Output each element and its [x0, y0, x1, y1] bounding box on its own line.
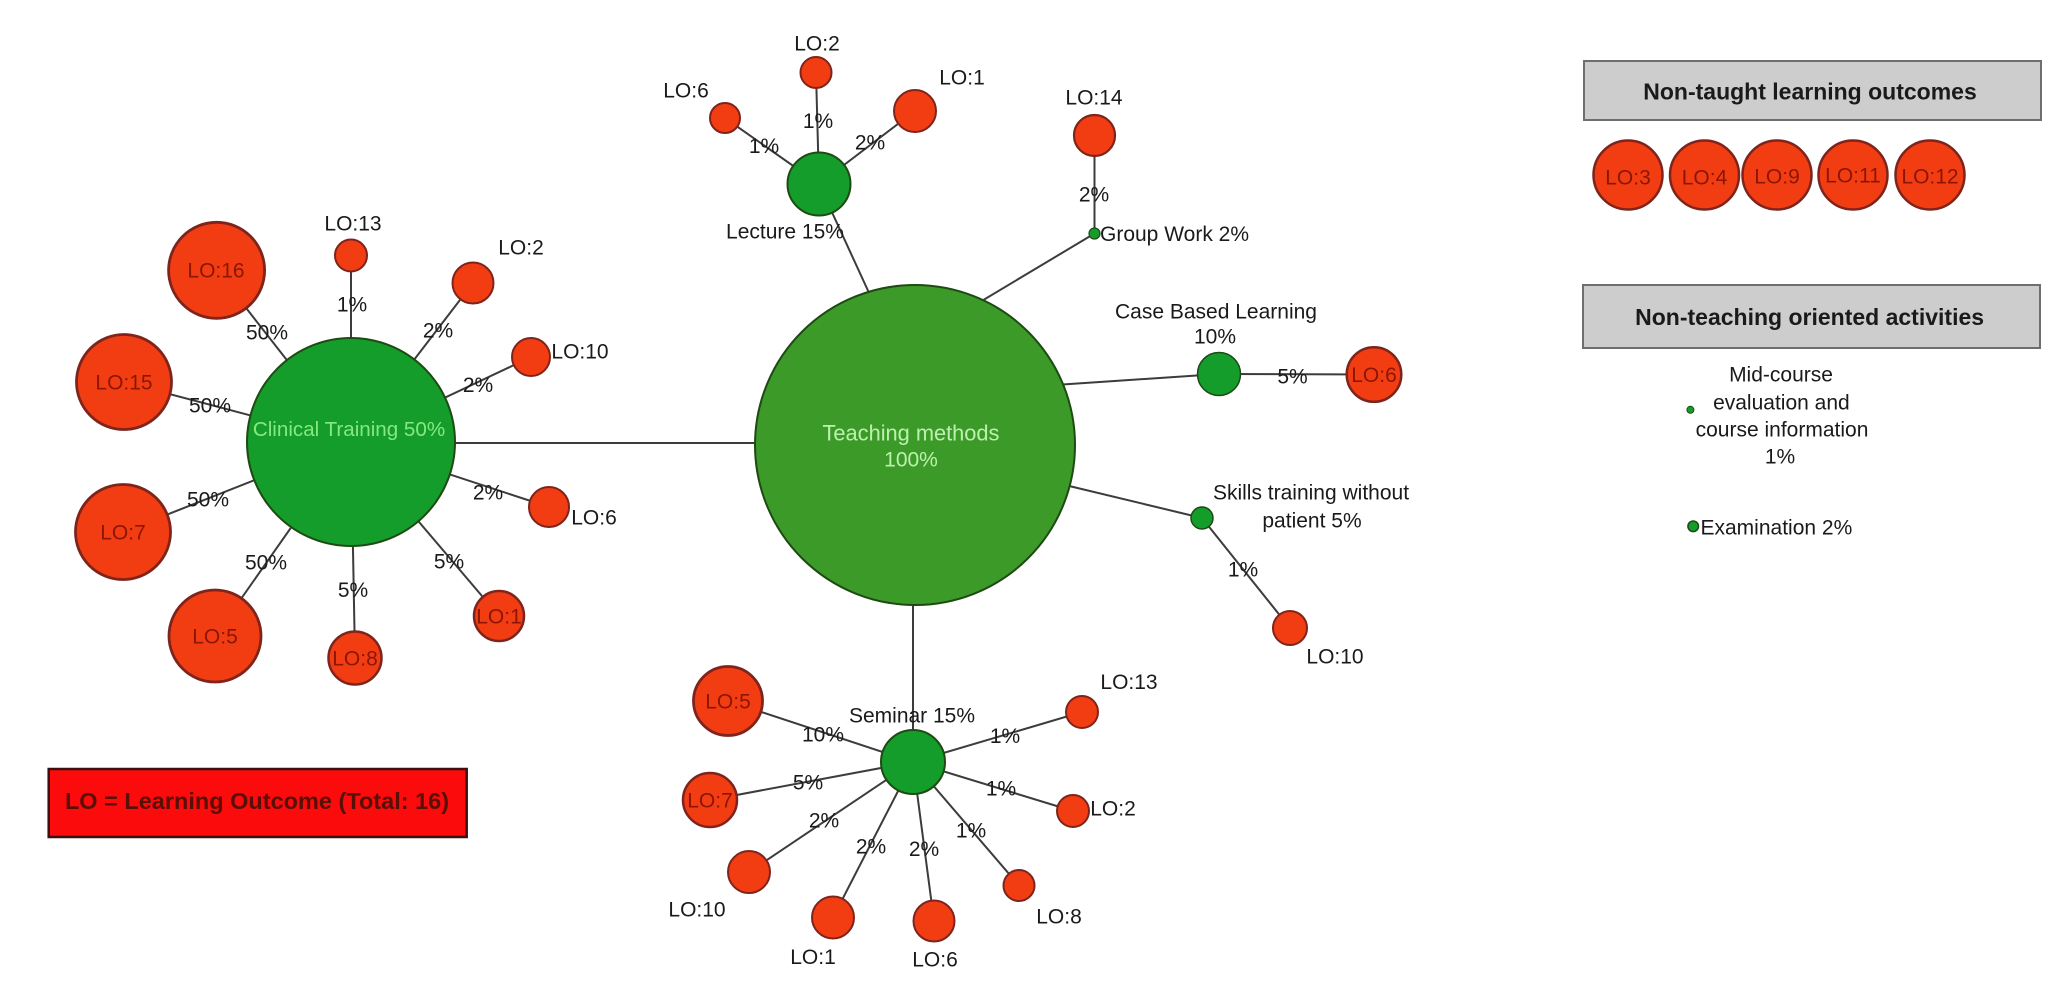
- svg-text:1%: 1%: [803, 110, 833, 133]
- svg-text:1%: 1%: [1228, 559, 1258, 582]
- svg-text:Clinical Training 50%: Clinical Training 50%: [253, 418, 445, 441]
- svg-text:LO:6: LO:6: [571, 507, 617, 530]
- svg-text:50%: 50%: [189, 395, 231, 418]
- svg-text:LO:2: LO:2: [1090, 798, 1136, 821]
- svg-text:10%: 10%: [802, 724, 844, 747]
- svg-text:Non-teaching oriented activiti: Non-teaching oriented activities: [1635, 304, 1984, 330]
- svg-text:LO:5: LO:5: [705, 691, 751, 714]
- svg-text:1%: 1%: [337, 294, 367, 317]
- svg-text:Examination 2%: Examination 2%: [1701, 517, 1853, 540]
- svg-text:LO:7: LO:7: [687, 790, 733, 813]
- svg-text:50%: 50%: [246, 322, 288, 345]
- svg-text:LO:5: LO:5: [192, 626, 238, 649]
- svg-text:LO:6: LO:6: [1351, 364, 1397, 387]
- svg-text:LO:8: LO:8: [332, 648, 378, 671]
- svg-text:1%: 1%: [749, 135, 779, 158]
- svg-text:LO:1: LO:1: [476, 606, 522, 629]
- svg-text:5%: 5%: [1277, 366, 1307, 389]
- svg-text:LO:13: LO:13: [1100, 671, 1157, 694]
- svg-text:2%: 2%: [856, 836, 886, 859]
- svg-text:2%: 2%: [423, 320, 453, 343]
- svg-text:1%: 1%: [956, 820, 986, 843]
- svg-text:2%: 2%: [855, 132, 885, 155]
- svg-text:LO:2: LO:2: [794, 33, 840, 56]
- svg-text:LO:6: LO:6: [663, 80, 709, 103]
- svg-text:LO:7: LO:7: [100, 522, 146, 545]
- svg-text:1%: 1%: [1765, 446, 1795, 469]
- svg-text:50%: 50%: [245, 552, 287, 575]
- svg-text:Skills training without: Skills training without: [1213, 482, 1409, 505]
- svg-text:LO:1: LO:1: [939, 67, 985, 90]
- svg-text:5%: 5%: [434, 551, 464, 574]
- svg-text:Non-taught learning outcomes: Non-taught learning outcomes: [1643, 78, 1977, 104]
- svg-text:Teaching methods: Teaching methods: [823, 421, 1000, 446]
- svg-text:LO:2: LO:2: [498, 237, 544, 260]
- svg-text:LO:10: LO:10: [551, 341, 608, 364]
- svg-text:LO:11: LO:11: [1825, 165, 1881, 188]
- svg-text:10%: 10%: [1194, 326, 1236, 349]
- svg-text:2%: 2%: [1079, 184, 1109, 207]
- svg-text:Group Work 2%: Group Work 2%: [1100, 223, 1249, 246]
- svg-text:Case Based Learning: Case Based Learning: [1115, 301, 1317, 324]
- svg-text:LO = Learning Outcome (Total:: LO = Learning Outcome (Total: 16): [65, 788, 449, 814]
- svg-text:2%: 2%: [809, 810, 839, 833]
- svg-text:LO:10: LO:10: [1306, 646, 1363, 669]
- svg-text:LO:3: LO:3: [1605, 167, 1651, 190]
- svg-text:1%: 1%: [990, 725, 1020, 748]
- svg-text:LO:15: LO:15: [95, 372, 152, 395]
- svg-text:2%: 2%: [909, 838, 939, 861]
- svg-text:LO:4: LO:4: [1682, 167, 1728, 190]
- svg-text:LO:9: LO:9: [1754, 166, 1800, 189]
- svg-text:1%: 1%: [986, 778, 1016, 801]
- svg-text:2%: 2%: [473, 482, 503, 505]
- svg-text:LO:14: LO:14: [1065, 87, 1123, 110]
- svg-text:Seminar 15%: Seminar 15%: [849, 705, 975, 728]
- svg-text:LO:12: LO:12: [1901, 166, 1958, 189]
- svg-text:2%: 2%: [463, 374, 493, 397]
- svg-text:5%: 5%: [338, 579, 368, 602]
- svg-text:LO:1: LO:1: [790, 946, 836, 969]
- svg-text:LO:16: LO:16: [187, 260, 244, 283]
- svg-text:LO:10: LO:10: [668, 899, 725, 922]
- svg-text:Lecture 15%: Lecture 15%: [726, 221, 844, 244]
- svg-text:LO:13: LO:13: [324, 213, 381, 236]
- svg-text:evaluation and: evaluation and: [1713, 392, 1850, 415]
- svg-text:course information: course information: [1696, 419, 1869, 442]
- svg-text:patient 5%: patient 5%: [1262, 510, 1361, 533]
- svg-text:LO:6: LO:6: [912, 949, 958, 972]
- svg-text:5%: 5%: [793, 772, 823, 795]
- svg-text:LO:8: LO:8: [1036, 906, 1082, 929]
- svg-text:Mid-course: Mid-course: [1729, 364, 1833, 387]
- svg-text:100%: 100%: [884, 449, 938, 472]
- svg-text:50%: 50%: [187, 489, 229, 512]
